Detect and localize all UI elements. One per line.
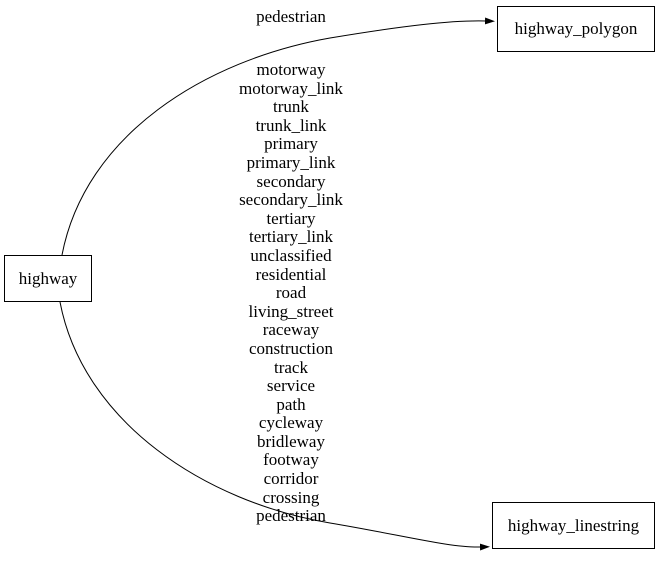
node-highway: highway [4,255,92,302]
node-highway-label: highway [18,268,78,288]
edge-highway-to-linestring [59,301,490,551]
edge-highway-to-polygon [61,17,495,256]
node-highway-linestring-label: highway_linestring [507,515,640,535]
node-highway-polygon-label: highway_polygon [514,19,638,38]
node-highway-linestring: highway_linestring [492,502,655,549]
edge-label-highway-types: motorway motorway_link trunk trunk_link … [239,60,343,526]
node-highway-polygon: highway_polygon [497,6,655,52]
edge-label-pedestrian: pedestrian [256,7,326,26]
